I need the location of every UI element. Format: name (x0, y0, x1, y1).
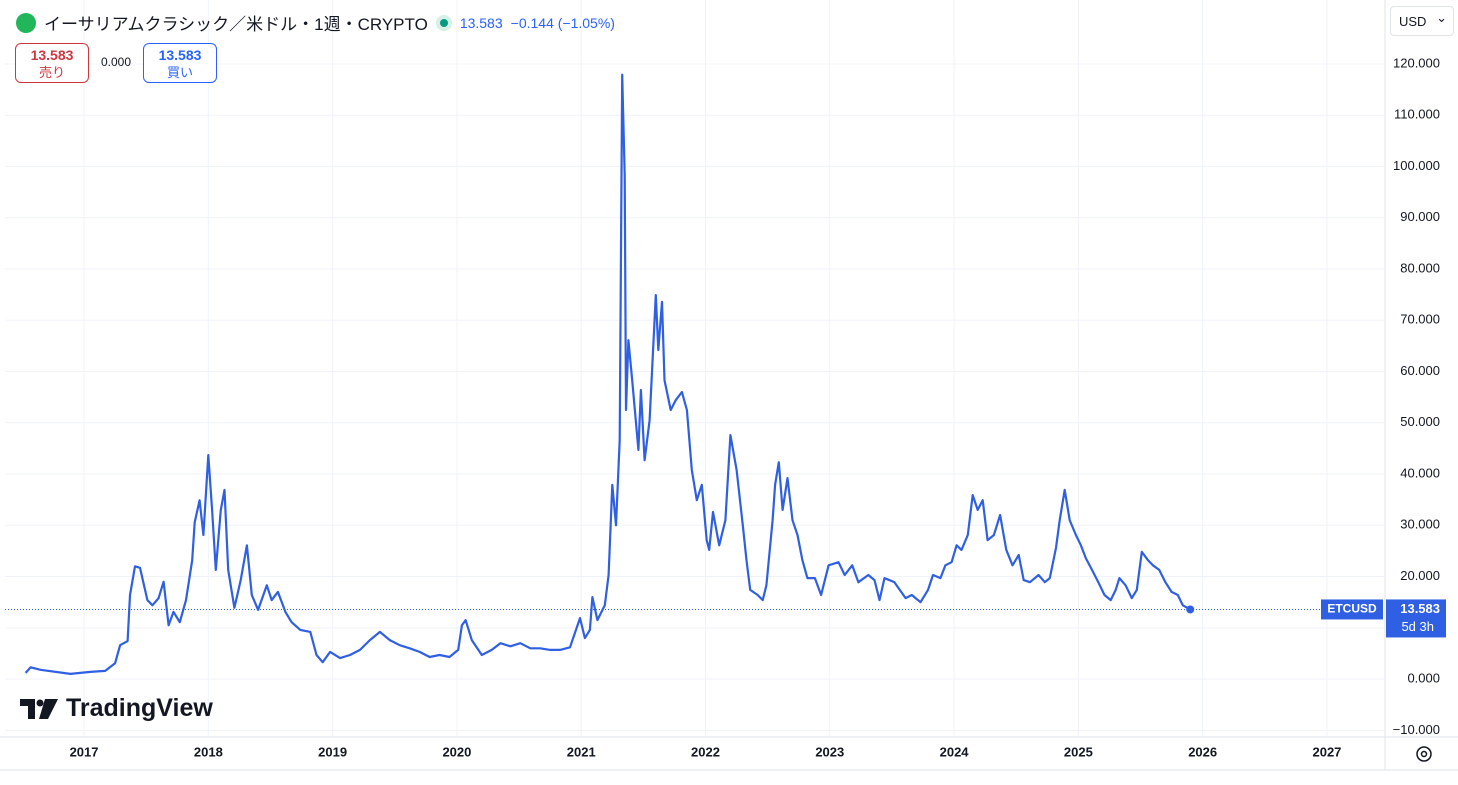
grid (5, 0, 1385, 737)
x-tick-label: 2025 (1064, 744, 1093, 759)
y-tick-label: 120.000 (1393, 55, 1440, 70)
change: −0.144 (−1.05%) (510, 14, 615, 31)
symbol-tag-text: ETCUSD (1327, 602, 1377, 616)
price: 13.583 (459, 14, 503, 31)
sell-label[interactable]: 売り (38, 65, 65, 80)
countdown: 5d 3h (1401, 619, 1434, 634)
y-tick-label: 60.000 (1400, 363, 1440, 378)
y-tick-label: 110.000 (1394, 107, 1440, 122)
y-tick-label: 20.000 (1400, 568, 1440, 583)
x-tick-label: 2022 (691, 744, 720, 759)
y-tick-label: 40.000 (1400, 465, 1440, 480)
sell-price[interactable]: 13.583 (30, 47, 74, 63)
x-tick-label: 2021 (567, 744, 596, 759)
buy-price[interactable]: 13.583 (158, 47, 202, 63)
sell-button[interactable]: 13.583 売り (15, 43, 89, 83)
y-tick-label: 30.000 (1400, 517, 1440, 532)
logo: TradingView (20, 694, 213, 723)
currency-select[interactable]: USD (1390, 3, 1454, 36)
x-tick-label: 2018 (194, 744, 223, 759)
last-point (1186, 605, 1195, 614)
price-tag (1386, 599, 1446, 638)
x-tick-label: 2017 (70, 744, 99, 759)
x-tick-label: 2026 (1188, 744, 1217, 759)
y-tick-label: 70.000 (1400, 312, 1440, 327)
settings-core[interactable] (1420, 750, 1428, 758)
y-tick-label: −10.000 (1393, 722, 1440, 737)
x-tick-label: 2020 (442, 744, 471, 759)
x-tick-label: 2023 (815, 744, 844, 759)
y-tick-label: 90.000 (1400, 209, 1440, 224)
settings-icon[interactable] (1416, 746, 1432, 762)
logo-mark (20, 698, 58, 719)
x-tick-label: 2027 (1312, 744, 1341, 759)
y-tick-label: 100.000 (1393, 158, 1440, 173)
buy-button[interactable]: 13.583 買い (143, 43, 217, 83)
market-status (435, 14, 452, 31)
settings-ring[interactable] (1416, 746, 1432, 762)
symbol-icon (16, 12, 36, 33)
spread: 0.000 (101, 55, 132, 69)
x-tick-label: 2024 (940, 744, 970, 759)
price-tag-text: 13.583 (1400, 601, 1440, 616)
symbol-tag (1321, 599, 1383, 620)
buy-label[interactable]: 買い (166, 65, 193, 80)
y-tick-label: 50.000 (1400, 414, 1440, 429)
logo-text: TradingView (66, 694, 213, 722)
symbol-title: イーサリアムクラシック／米ドル・1週・CRYPTO (44, 15, 428, 34)
y-tick-label: 0.000 (1407, 671, 1440, 686)
header: イーサリアムクラシック／米ドル・1週・CRYPTO 13.583 −0.144 … (16, 10, 615, 35)
y-tick-label: 80.000 (1400, 260, 1440, 275)
price-line (24, 73, 1191, 675)
x-tick-label: 2019 (318, 744, 347, 759)
